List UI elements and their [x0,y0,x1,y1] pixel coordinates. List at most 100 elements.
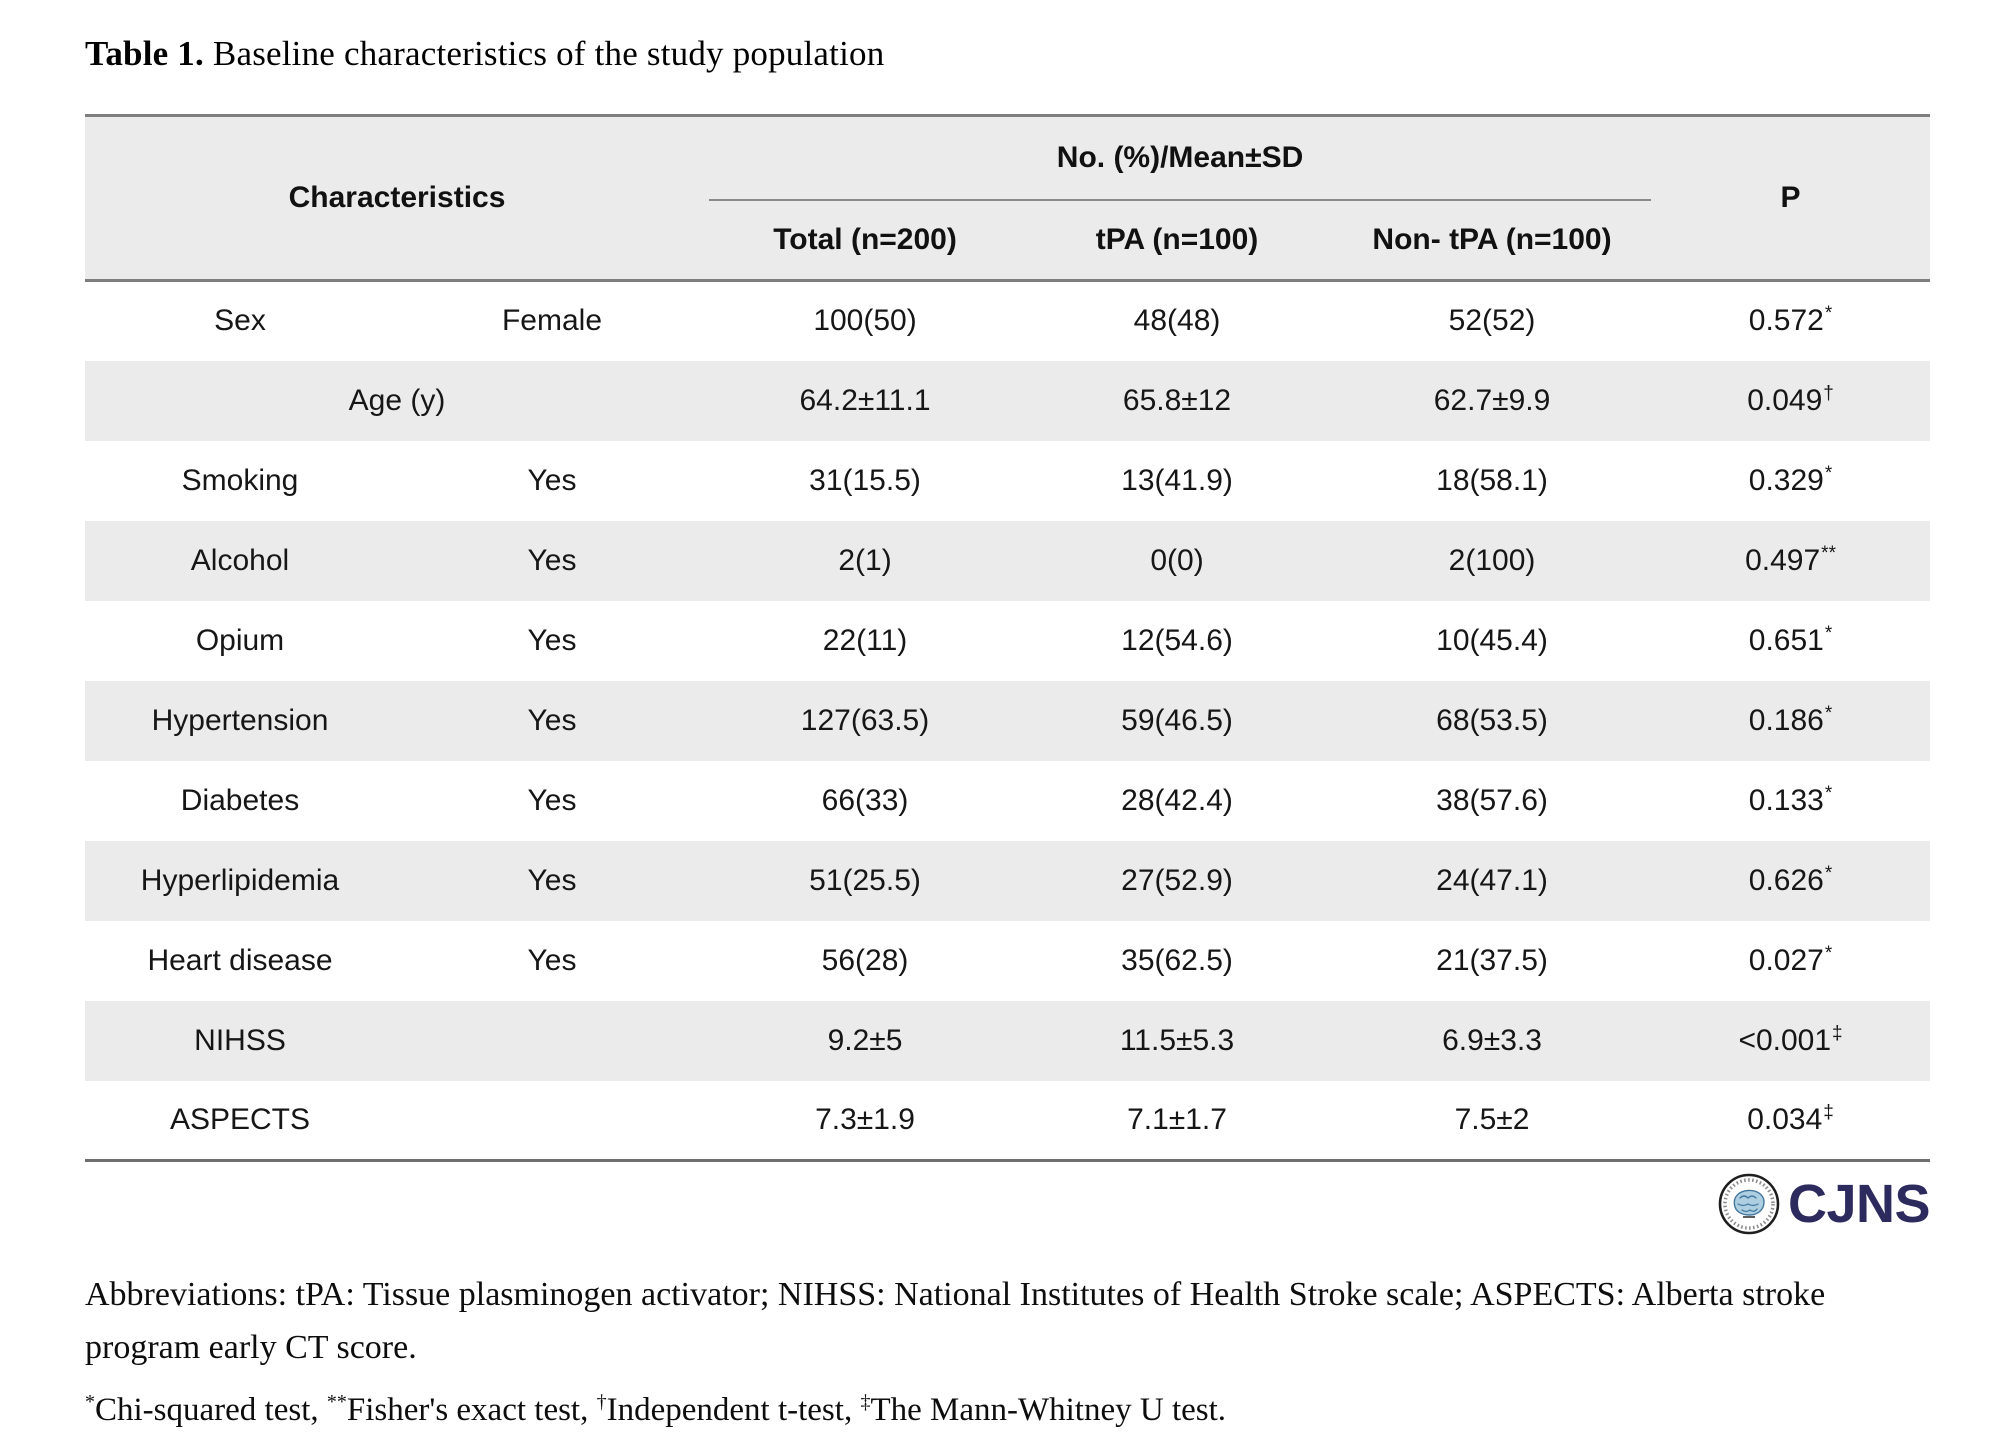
row-sublabel: Yes [395,520,710,601]
cell-total: 64.2±11.1 [709,360,1022,441]
cell-non-tpa: 52(52) [1333,280,1652,361]
row-sublabel: Female [395,280,710,361]
table-header: Characteristics No. (%)/Mean±SD P Total … [85,115,1931,281]
row-label: Hyperlipidemia [85,840,395,921]
cell-tpa: 48(48) [1021,280,1334,361]
journal-logo: CJNS [1717,1172,1931,1236]
p-marker: ‡ [1832,1022,1843,1044]
row-label: Diabetes [85,760,395,841]
p-marker: * [1824,303,1833,325]
p-marker: * [1824,702,1833,724]
t-test-text: Independent t-test, [606,1392,861,1428]
cell-p-value: 0.133* [1651,760,1931,841]
fisher-marker: ** [326,1391,347,1413]
cell-total: 9.2±5 [709,1000,1022,1081]
cell-p-value: 0.651* [1651,600,1931,681]
baseline-characteristics-table: Characteristics No. (%)/Mean±SD P Total … [85,114,1931,1162]
cell-total: 2(1) [709,520,1022,601]
p-marker: ‡ [1823,1101,1834,1123]
row-sublabel: Yes [395,920,710,1001]
mann-whitney-marker: ‡ [860,1391,871,1413]
cell-non-tpa: 68(53.5) [1333,680,1652,761]
cell-p-value: 0.049† [1651,360,1931,441]
cell-total: 56(28) [709,920,1022,1001]
cell-non-tpa: 38(57.6) [1333,760,1652,841]
header-non-tpa: Non- tPA (n=100) [1333,199,1652,281]
cell-p-value: 0.027* [1651,920,1931,1001]
cell-total: 7.3±1.9 [709,1080,1022,1162]
cell-total: 51(25.5) [709,840,1022,921]
header-total: Total (n=200) [709,199,1022,281]
row-label: Alcohol [85,520,395,601]
table-row-aspects: ASPECTS 7.3±1.9 7.1±1.7 7.5±2 0.034‡ [85,1080,1931,1162]
cell-tpa: 0(0) [1021,520,1334,601]
table-row-smoking: Smoking Yes 31(15.5) 13(41.9) 18(58.1) 0… [85,440,1931,521]
cell-non-tpa: 24(47.1) [1333,840,1652,921]
cell-tpa: 13(41.9) [1021,440,1334,521]
header-p-value: P [1651,115,1931,281]
cell-non-tpa: 7.5±2 [1333,1080,1652,1162]
table-row-heart-disease: Heart disease Yes 56(28) 35(62.5) 21(37.… [85,920,1931,1001]
cell-non-tpa: 6.9±3.3 [1333,1000,1652,1081]
p-marker: * [1824,462,1833,484]
cell-total: 31(15.5) [709,440,1022,521]
table-row-nihss: NIHSS 9.2±5 11.5±5.3 6.9±3.3 <0.001‡ [85,1000,1931,1081]
table-row-alcohol: Alcohol Yes 2(1) 0(0) 2(100) 0.497** [85,520,1931,601]
cell-tpa: 12(54.6) [1021,600,1334,681]
cell-p-value: 0.572* [1651,280,1931,361]
row-sublabel [395,1080,710,1162]
fisher-text: Fisher's exact test, [346,1392,597,1428]
p-marker: ** [1821,542,1836,564]
chi-squared-marker: * [85,1391,95,1413]
table-title: Table 1. Baseline characteristics of the… [85,34,884,74]
cell-tpa: 35(62.5) [1021,920,1334,1001]
cell-total: 22(11) [709,600,1022,681]
row-label: Hypertension [85,680,395,761]
row-sublabel: Yes [395,680,710,761]
cell-p-value: <0.001‡ [1651,1000,1931,1081]
cell-total: 100(50) [709,280,1022,361]
cell-p-value: 0.626* [1651,840,1931,921]
cell-p-value: 0.329* [1651,440,1931,521]
table-row-sex: Sex Female 100(50) 48(48) 52(52) 0.572* [85,280,1931,361]
cell-p-value: 0.034‡ [1651,1080,1931,1162]
row-label: ASPECTS [85,1080,395,1162]
row-label: Opium [85,600,395,681]
p-marker: † [1823,382,1834,404]
table-row-hypertension: Hypertension Yes 127(63.5) 59(46.5) 68(5… [85,680,1931,761]
p-marker: * [1824,862,1833,884]
p-marker: * [1824,942,1833,964]
cell-tpa: 65.8±12 [1021,360,1334,441]
row-sublabel: Yes [395,440,710,521]
header-group-no-percent-mean-sd: No. (%)/Mean±SD [709,115,1652,201]
abbreviations-note: Abbreviations: tPA: Tissue plasminogen a… [85,1276,1826,1367]
row-sublabel: Yes [395,600,710,681]
p-marker: * [1824,782,1833,804]
mann-whitney-text: The Mann-Whitney U test. [870,1392,1227,1428]
table-title-text: Baseline characteristics of the study po… [203,34,885,73]
chi-squared-text: Chi-squared test, [95,1392,327,1428]
row-label: NIHSS [85,1000,395,1081]
cjns-emblem-icon [1717,1172,1781,1236]
table-row-diabetes: Diabetes Yes 66(33) 28(42.4) 38(57.6) 0.… [85,760,1931,841]
cell-tpa: 59(46.5) [1021,680,1334,761]
cell-p-value: 0.497** [1651,520,1931,601]
table-row-age: Age (y) 64.2±11.1 65.8±12 62.7±9.9 0.049… [85,360,1931,441]
cell-non-tpa: 21(37.5) [1333,920,1652,1001]
cell-tpa: 7.1±1.7 [1021,1080,1334,1162]
row-label: Heart disease [85,920,395,1001]
cell-p-value: 0.186* [1651,680,1931,761]
header-tpa: tPA (n=100) [1021,199,1334,281]
cell-non-tpa: 2(100) [1333,520,1652,601]
cell-non-tpa: 62.7±9.9 [1333,360,1652,441]
cell-tpa: 27(52.9) [1021,840,1334,921]
cell-non-tpa: 18(58.1) [1333,440,1652,521]
p-marker: * [1824,622,1833,644]
table-row-hyperlipidemia: Hyperlipidemia Yes 51(25.5) 27(52.9) 24(… [85,840,1931,921]
row-sublabel [395,1000,710,1081]
t-test-marker: † [596,1391,607,1413]
cjns-logo-text: CJNS [1787,1174,1931,1234]
statistical-tests-note: *Chi-squared test, **Fisher's exact test… [85,1392,1935,1429]
row-sublabel: Yes [395,840,710,921]
